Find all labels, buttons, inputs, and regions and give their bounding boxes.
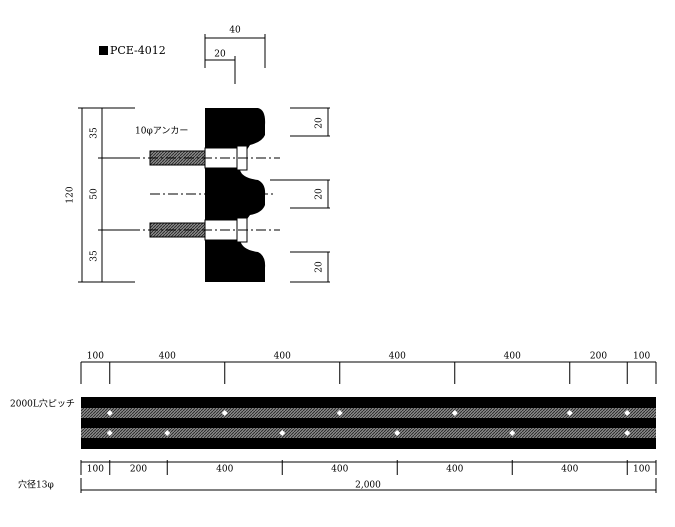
- anchor-label: 10φアンカー: [135, 126, 188, 137]
- top-dimension: [204, 34, 266, 84]
- dim-label: 40: [229, 26, 241, 36]
- dim-label: 20: [315, 117, 325, 129]
- dim-label: 100: [633, 352, 650, 362]
- dim-label: 35: [90, 127, 100, 139]
- pitch-label: 2000L穴ピッチ: [10, 398, 75, 410]
- hole: [624, 430, 631, 436]
- dim-label: 20: [315, 188, 325, 200]
- title-mark: [99, 46, 108, 55]
- plan-body: [81, 397, 656, 449]
- dim-label: 400: [274, 352, 291, 362]
- dim-label: 200: [590, 352, 607, 362]
- dim-label: 50: [90, 188, 100, 200]
- dim-label: 400: [389, 352, 406, 362]
- plan-groove: [81, 428, 656, 438]
- hole: [509, 430, 516, 436]
- profile: [205, 108, 266, 282]
- hole: [394, 430, 401, 436]
- plan-groove: [81, 408, 656, 418]
- dim-label: 400: [446, 465, 463, 475]
- hole: [336, 410, 343, 416]
- hole-label: 穴径13φ: [18, 479, 54, 491]
- hole: [106, 410, 113, 416]
- dim-label: 120: [66, 186, 76, 203]
- hole: [279, 430, 286, 436]
- title: PCE-4012: [110, 44, 166, 57]
- hole: [624, 410, 631, 416]
- dim-label: 35: [90, 250, 100, 262]
- total-label: 2,000: [355, 481, 381, 491]
- hole: [221, 410, 228, 416]
- dim-label: 400: [159, 352, 176, 362]
- left-dimension: [78, 107, 135, 283]
- hole: [566, 410, 573, 416]
- dim-label: 20: [315, 261, 325, 273]
- dim-label: 400: [331, 465, 348, 475]
- center-lines: [130, 157, 280, 231]
- dim-label: 20: [214, 50, 226, 60]
- dim-label: 100: [87, 465, 104, 475]
- dim-label: 100: [633, 465, 650, 475]
- dim-label: 200: [130, 465, 147, 475]
- dim-label: 400: [504, 352, 521, 362]
- dim-label: 400: [561, 465, 578, 475]
- dim-label: 100: [87, 352, 104, 362]
- dim-label: 400: [216, 465, 233, 475]
- hole: [164, 430, 171, 436]
- hole: [106, 430, 113, 436]
- hole: [451, 410, 458, 416]
- right-dimension: [270, 107, 330, 283]
